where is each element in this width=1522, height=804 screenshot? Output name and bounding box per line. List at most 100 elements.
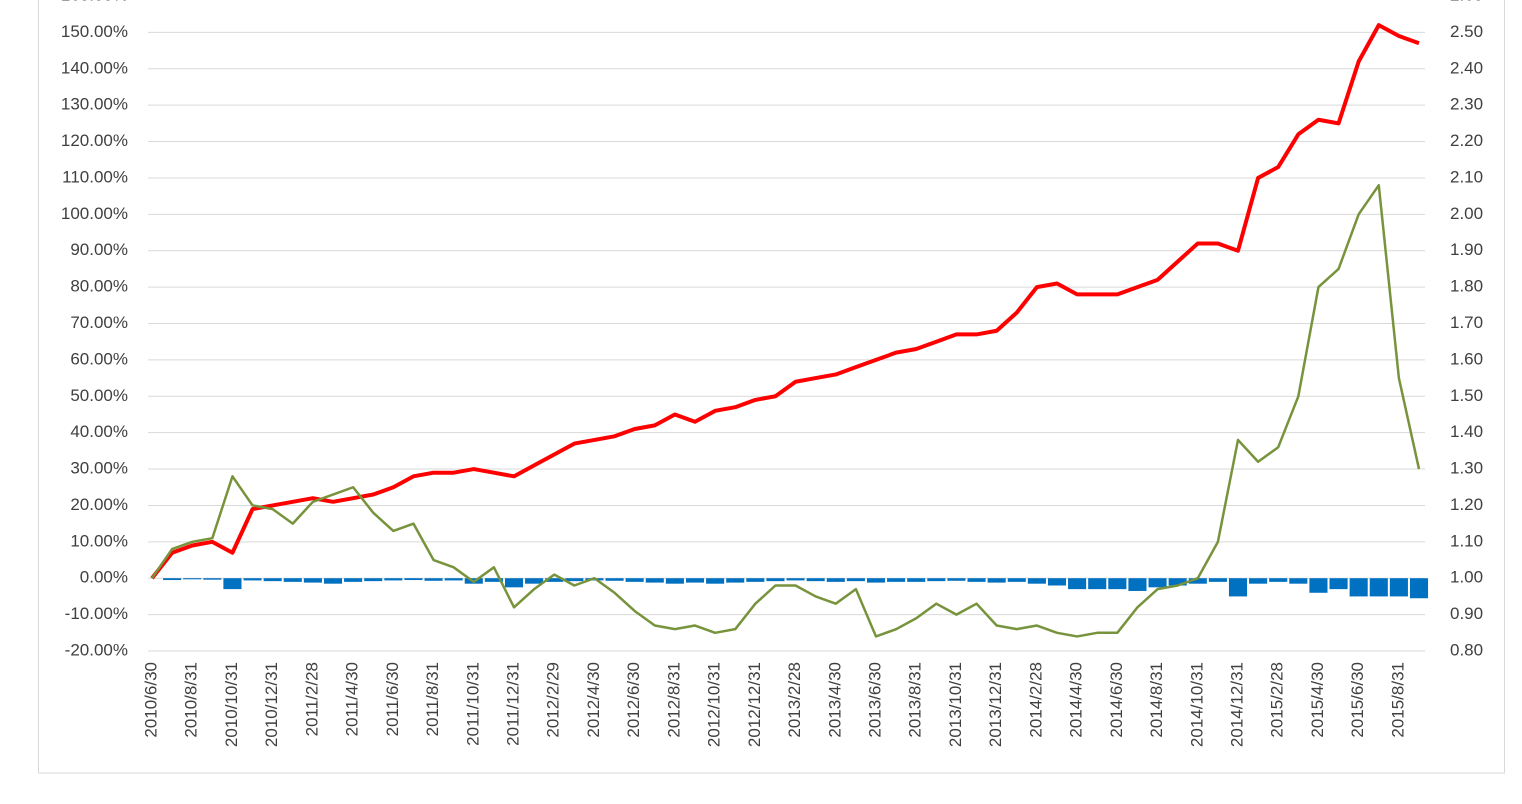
bar [1108, 578, 1127, 590]
x-tick-label: 2015/6/30 [1348, 662, 1367, 738]
y2-tick-label: 2.00 [1450, 204, 1483, 223]
bar [806, 578, 825, 582]
bar [726, 578, 745, 583]
y2-tick-label: 1.60 [1450, 349, 1483, 368]
bar [444, 578, 463, 581]
x-tick-label: 2014/6/30 [1107, 662, 1126, 738]
y2-tick-label: 1.20 [1450, 495, 1483, 514]
y-tick-label: 90.00% [70, 240, 128, 259]
y-tick-label: 50.00% [70, 386, 128, 405]
bar [746, 578, 765, 582]
line-series [150, 23, 1420, 580]
bar [846, 578, 865, 582]
y-tick-label: 0.00% [80, 568, 128, 587]
bar [1188, 578, 1207, 584]
y2-tick-label: 2.40 [1450, 58, 1483, 77]
bar [766, 578, 785, 582]
bar [1309, 578, 1328, 593]
y2-tick-label: 1.90 [1450, 240, 1483, 259]
bar [1349, 578, 1368, 597]
y2-tick-label: 2.50 [1450, 22, 1483, 41]
y-tick-label: 60.00% [70, 349, 128, 368]
x-tick-label: 2012/6/30 [624, 662, 643, 738]
x-tick-label: 2010/8/31 [182, 662, 201, 738]
bar [685, 578, 705, 583]
chart-frame [38, 0, 1505, 774]
bar [1389, 578, 1408, 597]
y2-tick-label: 1.00 [1450, 568, 1483, 587]
bar [1289, 578, 1308, 584]
bar [625, 578, 644, 582]
y2-tick-label: 2.30 [1450, 95, 1483, 114]
y2-tick-label: 1.40 [1450, 422, 1483, 441]
bar [1088, 578, 1107, 590]
y-tick-label: 20.00% [70, 495, 128, 514]
bar [706, 578, 725, 584]
x-tick-label: 2013/4/30 [825, 662, 844, 738]
bar [223, 578, 242, 590]
y-tick-label: 110.00% [62, 167, 128, 186]
bar [786, 578, 805, 581]
bar [283, 578, 302, 582]
x-tick-label: 2013/2/28 [785, 662, 804, 738]
x-tick-label: 2012/2/29 [544, 662, 563, 738]
bar [384, 578, 403, 581]
bar [1007, 578, 1026, 582]
bar [484, 578, 503, 582]
bar [605, 578, 624, 581]
bar [344, 578, 363, 582]
bar [907, 578, 926, 582]
x-tick-label: 2011/8/31 [423, 662, 442, 736]
bar [183, 578, 202, 580]
bar [927, 578, 946, 582]
bar [866, 578, 886, 583]
y-tick-label: 40.00% [70, 422, 128, 441]
x-tick-label: 2012/10/31 [705, 662, 724, 747]
y-tick-label: 160.00% [61, 0, 128, 4]
bar [1249, 578, 1268, 584]
x-tick-label: 2011/2/28 [302, 662, 321, 736]
x-tick-label: 2013/6/30 [865, 662, 884, 738]
line-series [150, 183, 1421, 638]
bar [243, 578, 262, 581]
bar [967, 578, 986, 582]
x-tick-label: 2012/4/30 [584, 662, 603, 738]
y2-tick-label: 0.80 [1450, 640, 1483, 659]
y-tick-label: 120.00% [61, 131, 128, 150]
x-tick-label: 2012/12/31 [745, 662, 764, 747]
bar [424, 578, 443, 581]
bar [1269, 578, 1288, 582]
x-tick-label: 2013/8/31 [906, 662, 925, 738]
bar [987, 578, 1006, 583]
y-tick-label: 70.00% [70, 313, 128, 332]
bar [1047, 578, 1067, 586]
x-tick-label: 2012/8/31 [664, 662, 683, 738]
y2-tick-label: 2.20 [1450, 131, 1483, 150]
bar [645, 578, 664, 583]
y-tick-label: 100.00% [61, 204, 128, 223]
x-tick-label: 2014/4/30 [1067, 662, 1086, 738]
bar [303, 578, 322, 583]
bar [163, 578, 182, 581]
y2-tick-label: 2.10 [1450, 167, 1483, 186]
bar [323, 578, 343, 584]
y2-tick-label: 1.30 [1450, 459, 1483, 478]
x-tick-label: 2014/12/31 [1227, 662, 1246, 747]
x-tick-label: 2011/10/31 [463, 662, 482, 746]
bar [565, 578, 584, 582]
y2-tick-label: 0.90 [1450, 604, 1483, 623]
bar [203, 578, 222, 580]
x-tick-label: 2011/12/31 [503, 662, 522, 746]
bar [665, 578, 684, 584]
bar [1228, 578, 1248, 597]
x-tick-label: 2015/2/28 [1268, 662, 1287, 738]
bar [504, 578, 524, 588]
x-tick-label: 2011/4/30 [343, 662, 362, 736]
y-tick-label: 150.00% [61, 22, 128, 41]
bar [1068, 578, 1087, 590]
x-tick-label: 2013/10/31 [946, 662, 965, 747]
y-tick-label: -20.00% [65, 640, 128, 659]
bar [1128, 578, 1147, 591]
bar [826, 578, 845, 582]
